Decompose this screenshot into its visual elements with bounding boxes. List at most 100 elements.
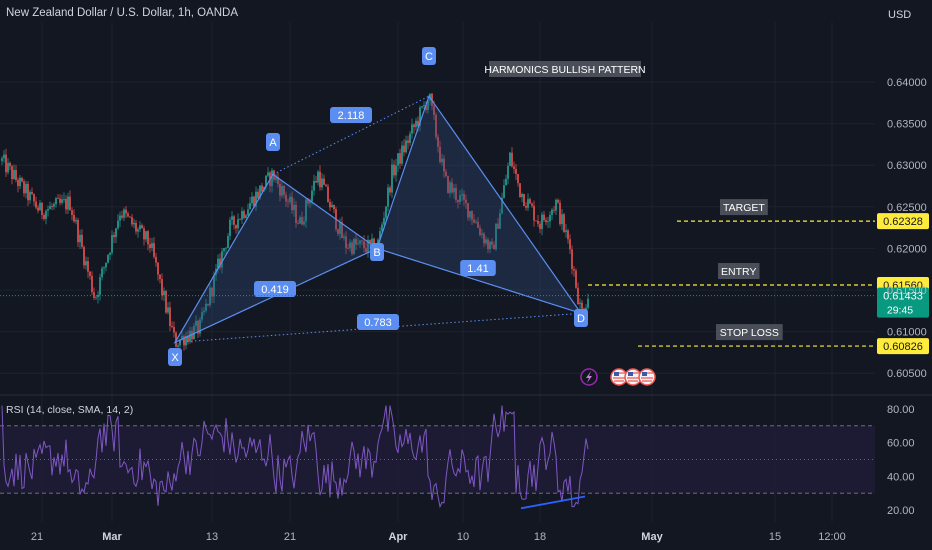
candle[interactable]: [91, 271, 93, 296]
candle[interactable]: [183, 334, 185, 351]
candle[interactable]: [85, 256, 87, 270]
candle[interactable]: [167, 302, 169, 315]
candle[interactable]: [93, 287, 95, 301]
candle[interactable]: [107, 254, 109, 264]
economic-events[interactable]: [580, 368, 656, 386]
candle[interactable]: [241, 207, 243, 224]
candle[interactable]: [131, 214, 133, 227]
candle[interactable]: [163, 287, 165, 302]
pattern-point-c[interactable]: C: [422, 47, 436, 65]
candle[interactable]: [453, 184, 455, 199]
candle[interactable]: [411, 118, 413, 139]
candle[interactable]: [535, 220, 537, 222]
candle[interactable]: [115, 227, 117, 243]
candle[interactable]: [33, 193, 35, 207]
candle[interactable]: [185, 331, 187, 350]
candle[interactable]: [381, 221, 383, 233]
candle[interactable]: [407, 135, 409, 150]
candle[interactable]: [333, 204, 335, 214]
candle[interactable]: [147, 229, 149, 251]
candle[interactable]: [237, 213, 239, 233]
candle[interactable]: [395, 158, 397, 182]
candle[interactable]: [561, 209, 563, 231]
lightning-icon[interactable]: [580, 368, 598, 386]
level-stop-loss[interactable]: STOP LOSS 0.60826: [638, 324, 929, 355]
candle[interactable]: [53, 202, 55, 210]
candle[interactable]: [299, 215, 301, 225]
candle[interactable]: [73, 209, 75, 223]
candle[interactable]: [291, 191, 293, 214]
candle[interactable]: [159, 274, 161, 284]
candle[interactable]: [77, 217, 79, 247]
candle[interactable]: [119, 211, 121, 228]
candle[interactable]: [69, 190, 71, 211]
candle[interactable]: [17, 177, 19, 193]
candle[interactable]: [125, 206, 127, 219]
candle[interactable]: [211, 287, 213, 304]
candle[interactable]: [51, 203, 53, 211]
candle[interactable]: [65, 195, 67, 214]
candle[interactable]: [231, 211, 233, 225]
candle[interactable]: [551, 207, 553, 220]
candle[interactable]: [575, 268, 577, 289]
candle[interactable]: [143, 225, 145, 246]
candle[interactable]: [271, 168, 273, 193]
us-flag-icon[interactable]: [624, 368, 642, 386]
candle[interactable]: [61, 194, 63, 205]
candle[interactable]: [451, 177, 453, 195]
candle[interactable]: [279, 180, 281, 202]
candle[interactable]: [45, 209, 47, 225]
candle[interactable]: [329, 198, 331, 212]
ratio-label[interactable]: 2.118: [330, 107, 372, 123]
candle[interactable]: [165, 290, 167, 315]
candle[interactable]: [129, 216, 131, 218]
candle[interactable]: [169, 301, 171, 332]
us-flag-icon[interactable]: [610, 368, 628, 386]
candle[interactable]: [275, 173, 277, 183]
candle[interactable]: [11, 164, 13, 185]
candle[interactable]: [461, 188, 463, 202]
candle[interactable]: [137, 227, 139, 238]
candle[interactable]: [281, 180, 283, 199]
candle[interactable]: [247, 203, 249, 216]
harmonic-pattern[interactable]: X A B C D 0.419 2.118 1.41 0.783 HARMONICS BULLIS…: [168, 47, 646, 366]
candle[interactable]: [337, 228, 339, 236]
candle[interactable]: [257, 188, 259, 200]
candle[interactable]: [313, 174, 315, 196]
candle[interactable]: [449, 180, 451, 198]
ratio-label[interactable]: 0.783: [357, 314, 399, 330]
candle[interactable]: [233, 214, 235, 230]
candle[interactable]: [203, 307, 205, 316]
candle[interactable]: [243, 209, 245, 220]
candle[interactable]: [489, 240, 491, 254]
candle[interactable]: [285, 191, 287, 207]
candle[interactable]: [441, 153, 443, 166]
candle[interactable]: [363, 235, 365, 253]
candle[interactable]: [123, 207, 125, 222]
candle[interactable]: [349, 239, 351, 252]
candle[interactable]: [497, 217, 499, 229]
candle[interactable]: [295, 200, 297, 228]
candle[interactable]: [513, 161, 515, 174]
candle[interactable]: [465, 194, 467, 209]
candle[interactable]: [47, 205, 49, 217]
candle[interactable]: [409, 130, 411, 146]
candle[interactable]: [325, 183, 327, 187]
candle[interactable]: [413, 123, 415, 134]
candle[interactable]: [469, 210, 471, 222]
candle[interactable]: [493, 241, 495, 250]
candle[interactable]: [71, 207, 73, 221]
candle[interactable]: [547, 216, 549, 229]
candle[interactable]: [303, 216, 305, 227]
candle[interactable]: [35, 196, 37, 210]
candle[interactable]: [301, 211, 303, 226]
current-price[interactable]: 0.61433 29:45: [0, 287, 929, 318]
candle[interactable]: [533, 200, 535, 227]
candle[interactable]: [347, 243, 349, 250]
candle[interactable]: [439, 140, 441, 164]
candle[interactable]: [387, 184, 389, 212]
candle[interactable]: [289, 193, 291, 205]
candle[interactable]: [315, 176, 317, 184]
candle[interactable]: [399, 148, 401, 169]
candle[interactable]: [95, 295, 97, 300]
